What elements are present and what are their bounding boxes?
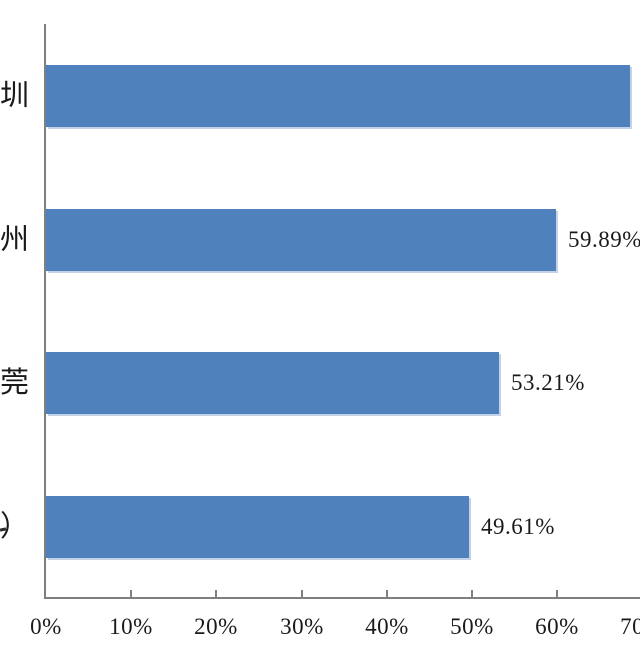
bar-value-label: 59.89% [568, 227, 640, 252]
y-axis-line [44, 24, 46, 599]
x-tick-label: 60% [535, 614, 579, 639]
category-label: 州 [0, 224, 30, 256]
x-tick-label: 0% [30, 614, 62, 639]
x-axis-tick [386, 590, 388, 597]
bar [46, 209, 556, 271]
x-tick-label: 70% [620, 614, 640, 639]
x-axis-tick [471, 590, 473, 597]
category-label: 莞 [0, 367, 30, 399]
x-axis-line [44, 597, 640, 599]
category-label: 圳 [0, 80, 30, 112]
x-tick-label: 10% [109, 614, 153, 639]
x-axis-tick [556, 590, 558, 597]
bar [46, 65, 630, 127]
bar [46, 496, 469, 558]
x-axis-tick [130, 590, 132, 597]
x-tick-label: 50% [450, 614, 494, 639]
bar [46, 352, 499, 414]
x-axis-tick [215, 590, 217, 597]
x-tick-label: 30% [280, 614, 324, 639]
x-tick-label: 40% [365, 614, 409, 639]
bar-value-label: 53.21% [511, 370, 585, 395]
x-tick-label: 20% [194, 614, 238, 639]
x-axis-tick [301, 590, 303, 597]
bar-value-label: 49.61% [481, 514, 555, 539]
category-label: ） [0, 511, 30, 543]
